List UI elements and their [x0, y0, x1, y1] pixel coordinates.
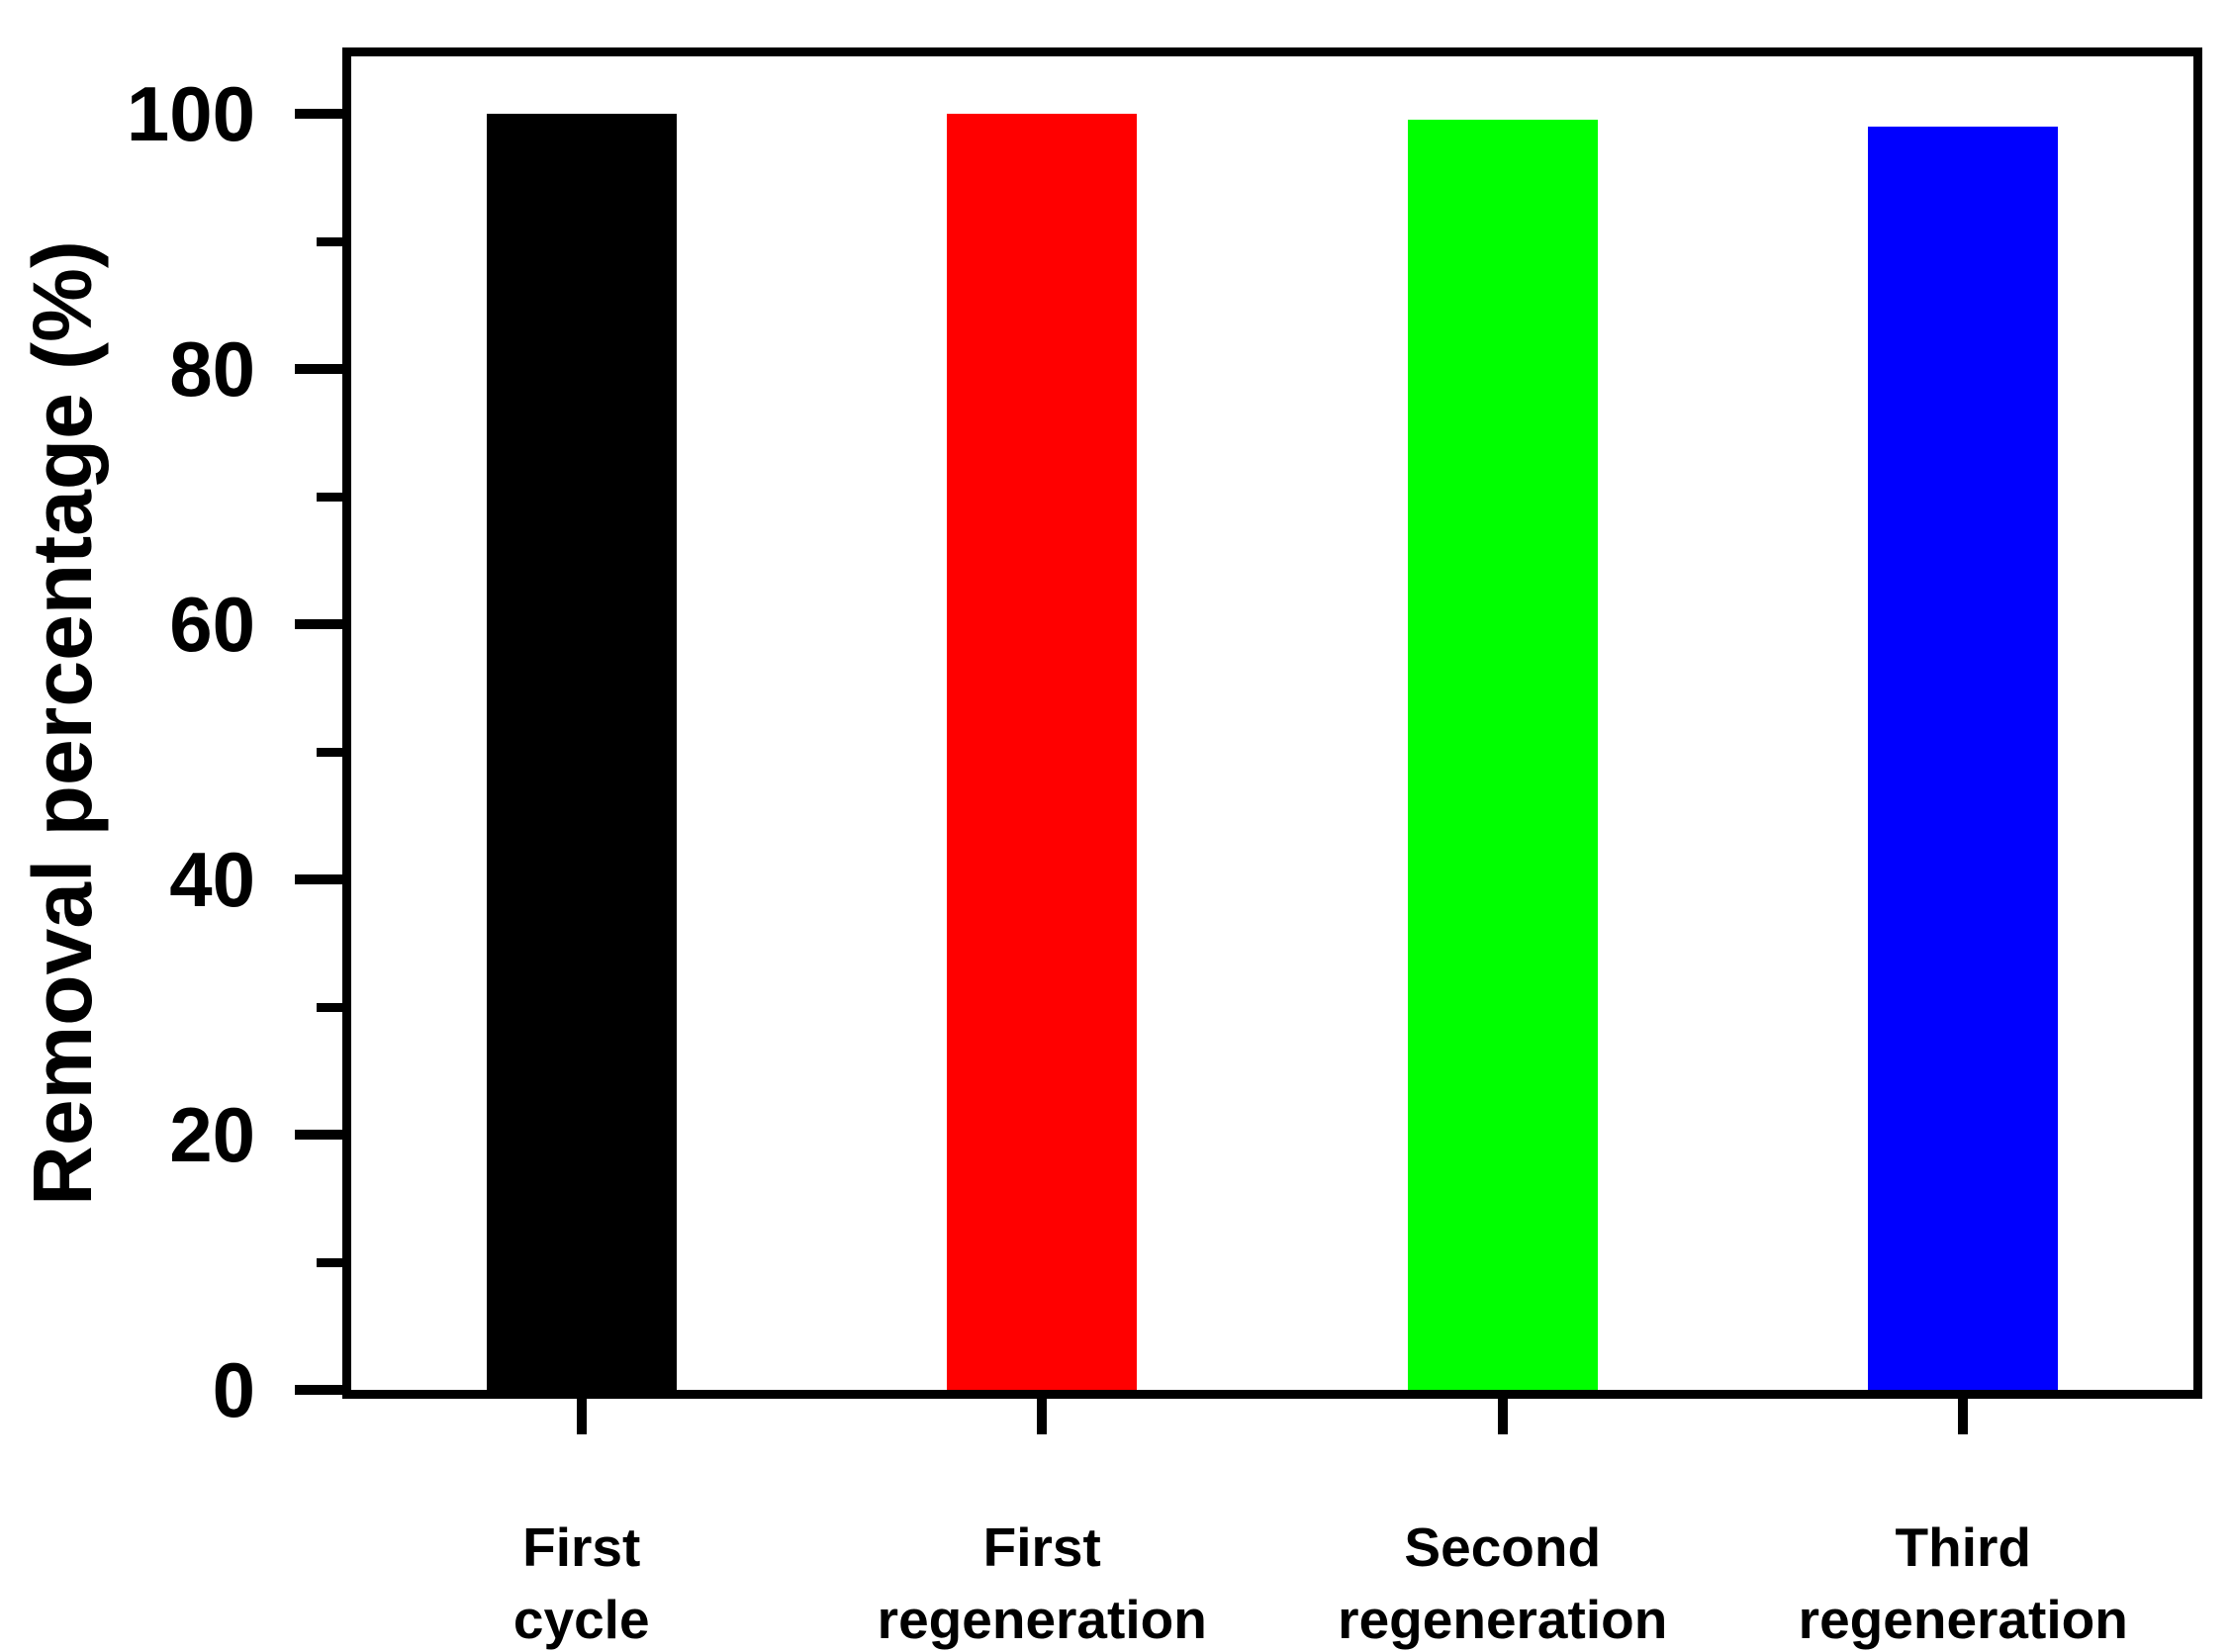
bar — [1868, 126, 2059, 1390]
category-label-line: regeneration — [877, 1589, 1207, 1650]
category-label-line: Third — [1895, 1516, 2031, 1578]
category-label-line: First — [982, 1516, 1101, 1578]
category-label-line: cycle — [512, 1589, 650, 1650]
y-major-tick — [295, 619, 342, 630]
bar — [1407, 120, 1598, 1390]
y-tick-label: 80 — [169, 325, 255, 413]
category-label-line: regeneration — [1798, 1589, 2128, 1650]
x-tick — [576, 1399, 587, 1434]
category-label: Second regeneration — [1270, 1512, 1735, 1652]
y-tick-label: 20 — [169, 1091, 255, 1178]
y-major-tick — [295, 109, 342, 120]
category-label: First regeneration — [809, 1512, 1274, 1652]
category-label: First cycle — [349, 1512, 814, 1652]
bar — [486, 114, 677, 1390]
y-minor-tick — [317, 1003, 342, 1012]
y-tick-label: 0 — [212, 1346, 255, 1433]
x-tick — [1958, 1399, 1969, 1434]
y-major-tick — [295, 1130, 342, 1140]
category-label-line: regeneration — [1338, 1589, 1668, 1650]
y-major-tick — [295, 1385, 342, 1395]
y-major-tick — [295, 874, 342, 885]
y-minor-tick — [317, 493, 342, 503]
y-minor-tick — [317, 1258, 342, 1267]
y-tick-label: 60 — [169, 581, 255, 669]
x-tick — [1037, 1399, 1048, 1434]
y-minor-tick — [317, 237, 342, 247]
y-tick-label: 40 — [169, 836, 255, 924]
y-tick-label: 100 — [126, 70, 255, 158]
category-label-line: First — [522, 1516, 641, 1578]
y-major-tick — [295, 364, 342, 375]
plot-frame — [342, 47, 2202, 1399]
y-minor-tick — [317, 748, 342, 758]
category-label-line: Second — [1404, 1516, 1602, 1578]
x-tick — [1497, 1399, 1508, 1434]
y-axis-title: Removal percentage (%) — [16, 240, 109, 1206]
bar — [947, 114, 1138, 1390]
category-label: Third regeneration — [1730, 1512, 2195, 1652]
